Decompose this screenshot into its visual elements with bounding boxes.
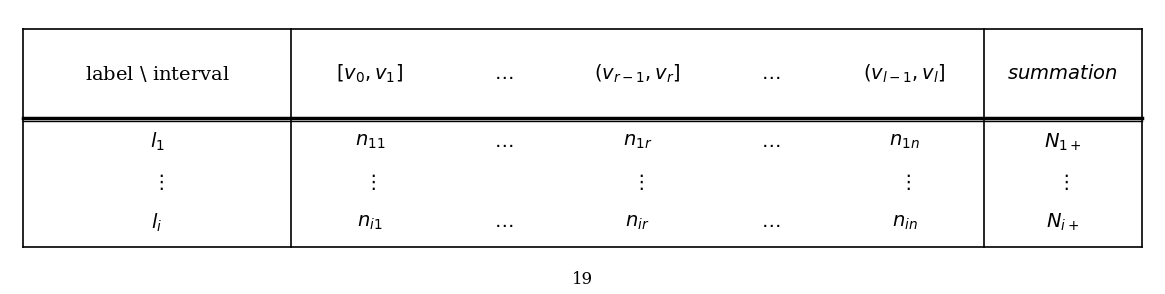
Text: $N_{i+}$: $N_{i+}$ xyxy=(1046,212,1079,233)
Text: $(v_{r-1},v_r]$: $(v_{r-1},v_r]$ xyxy=(594,62,680,85)
Text: $\vdots$: $\vdots$ xyxy=(150,172,163,192)
Text: label $\backslash$ interval: label $\backslash$ interval xyxy=(85,64,230,83)
Text: $l_i$: $l_i$ xyxy=(151,211,163,233)
Text: $\ldots$: $\ldots$ xyxy=(761,133,781,151)
Text: $\ldots$: $\ldots$ xyxy=(761,64,781,83)
Text: $\vdots$: $\vdots$ xyxy=(363,172,376,192)
Text: $[v_0,v_1]$: $[v_0,v_1]$ xyxy=(337,62,403,85)
Text: $\vdots$: $\vdots$ xyxy=(630,172,643,192)
Text: $\mathit{summation}$: $\mathit{summation}$ xyxy=(1008,64,1118,83)
Text: $n_{1r}$: $n_{1r}$ xyxy=(622,133,652,151)
Text: $\ldots$: $\ldots$ xyxy=(761,213,781,231)
Text: $\ldots$: $\ldots$ xyxy=(494,213,513,231)
Text: $N_{1+}$: $N_{1+}$ xyxy=(1044,131,1081,153)
Text: $\vdots$: $\vdots$ xyxy=(1057,172,1069,192)
Text: $n_{1n}$: $n_{1n}$ xyxy=(889,133,920,151)
Text: $\ldots$: $\ldots$ xyxy=(494,64,513,83)
Text: 19: 19 xyxy=(572,271,593,288)
Text: $\vdots$: $\vdots$ xyxy=(898,172,911,192)
Text: $n_{ir}$: $n_{ir}$ xyxy=(624,213,649,232)
Text: $(v_{l-1},v_l]$: $(v_{l-1},v_l]$ xyxy=(863,62,946,85)
Text: $\ldots$: $\ldots$ xyxy=(494,133,513,151)
Text: $n_{in}$: $n_{in}$ xyxy=(891,213,918,232)
Text: $l_1$: $l_1$ xyxy=(149,131,164,153)
Text: $n_{11}$: $n_{11}$ xyxy=(354,133,384,151)
Text: $n_{i1}$: $n_{i1}$ xyxy=(356,213,382,232)
